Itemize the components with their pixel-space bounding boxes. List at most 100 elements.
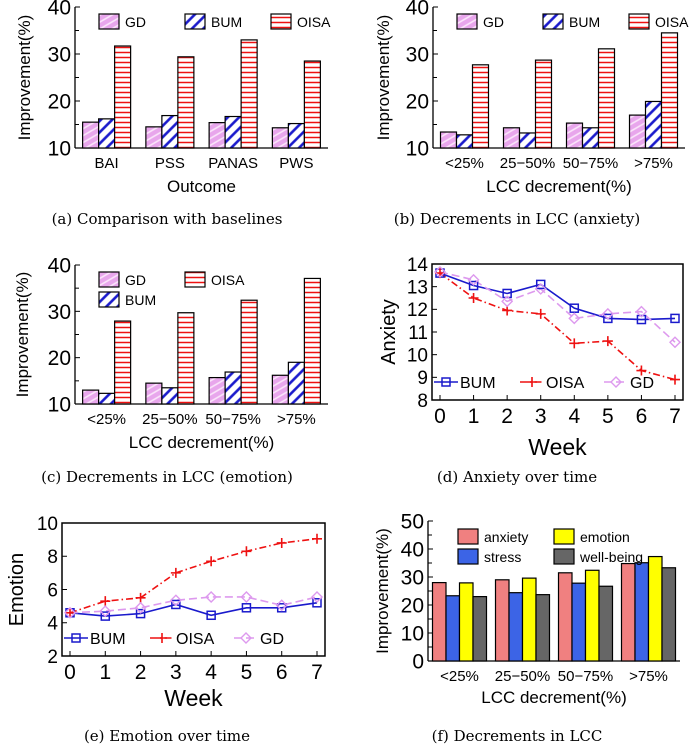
line-BUM [439,272,676,321]
point-BUM [206,610,216,621]
bar-GD [628,114,647,149]
x-axis-label: LCC decrement(%) [129,433,275,452]
bar-GD [145,126,163,149]
point-GD [434,265,446,278]
legend-swatch-GD [98,271,120,288]
bar-GD [208,376,226,405]
point-BUM [241,603,252,613]
point-BUM [135,608,146,619]
y-tick-label: 30 [406,44,429,67]
y-tick-label: 40 [401,539,424,562]
bar-OISA [177,56,195,149]
caption: (d) Anxiety over time [437,468,597,486]
point-BUM [276,603,287,613]
point-OISA [170,567,181,578]
bar-anxiety [431,581,447,662]
point-GD [534,282,547,295]
legend-label: BUM [211,14,242,30]
bar-OISA [114,320,132,405]
point-OISA [65,607,75,618]
point-GD [669,336,681,349]
x-tick-label: 6 [276,661,288,684]
x-tick-label: 50−75% [558,668,613,685]
point-OISA [602,336,613,347]
bar-well-being [472,595,488,662]
caption: (e) Emotion over time [84,727,250,745]
bar-OISA [471,64,490,149]
y-tick-label: 20 [406,91,429,114]
legend-marker-BUM [441,377,451,387]
legend-label: BUM [569,14,600,30]
point-OISA [535,308,546,319]
y-tick-label: 30 [48,301,71,324]
point-OISA [636,365,647,376]
x-tick-label: >75% [629,668,668,685]
point-GD [134,601,147,614]
y-axis-label: Improvement(%) [374,15,393,141]
y-tick-label: 30 [401,567,424,590]
point-BUM [312,598,322,608]
bar-emotion [647,555,663,662]
bar-BUM [644,100,663,149]
y-tick-label: 10 [406,138,429,161]
point-OISA [468,293,479,303]
bar-GD [271,127,289,149]
line-OISA [69,537,318,614]
bar-anxiety [557,572,573,662]
panel-e: 2 4 6 8 10 Emotion Week (e) Emotion over time 0 1… [6,514,326,745]
legend-swatch-stress [457,548,479,565]
y-tick-label: 20 [48,347,71,370]
bar-anxiety [620,562,636,662]
y-axis-label: Improvement(%) [373,528,392,654]
bar-BUM [98,392,116,405]
legend-label: GD [125,14,146,30]
y-tick-label: 10 [401,623,424,646]
legend-marker-GD [240,632,252,644]
bar-GD [439,131,458,149]
legend-label: OISA [211,272,245,288]
legend-marker-OISA [157,633,167,643]
point-GD [240,590,253,603]
point-OISA [135,592,146,603]
legend-swatch-BUM [542,13,564,30]
bar-emotion [521,577,537,662]
bar-BUM [581,127,600,149]
x-tick-label: 0 [434,405,446,428]
bar-GD [565,122,584,149]
x-tick-label: <25% [445,155,484,172]
point-BUM [171,599,181,610]
bar-emotion [458,582,474,662]
bar-GD [208,122,226,149]
panel-b: 10 20 30 40 Improvement(%) LCC decrement(%) (b… [374,0,689,228]
caption: (b) Decrements in LCC (anxiety) [394,210,641,228]
line-GD [69,596,318,614]
point-BUM [670,313,680,324]
bar-BUM [287,122,305,149]
bar-OISA [660,32,679,149]
x-tick-label: >75% [634,155,673,172]
legend-swatch-OISA [628,13,650,30]
bar-BUM [161,387,179,405]
point-OISA [100,596,111,607]
y-tick-label: 4 [47,614,58,635]
x-tick-label: 50−75% [563,155,618,172]
point-GD [311,590,323,603]
y-tick-label: 50 [401,511,424,534]
x-tick-label: <25% [440,668,479,685]
x-tick-label: PSS [155,155,185,172]
y-axis-label: Emotion [6,553,28,626]
x-tick-label: 4 [568,405,580,428]
x-tick-label: 2 [135,661,147,684]
legend-swatch-BUM [184,13,206,30]
x-axis-label: LCC decrement(%) [481,688,627,707]
legend-swatch-anxiety [457,528,479,545]
legend-label: OISA [297,14,331,30]
y-tick-label: 10 [37,514,58,535]
bar-OISA [177,312,195,405]
x-tick-label: 6 [636,405,648,428]
legend-label: stress [484,549,521,565]
line-BUM [69,602,318,617]
legend-label: OISA [655,14,689,30]
x-tick-label: 5 [241,661,253,684]
